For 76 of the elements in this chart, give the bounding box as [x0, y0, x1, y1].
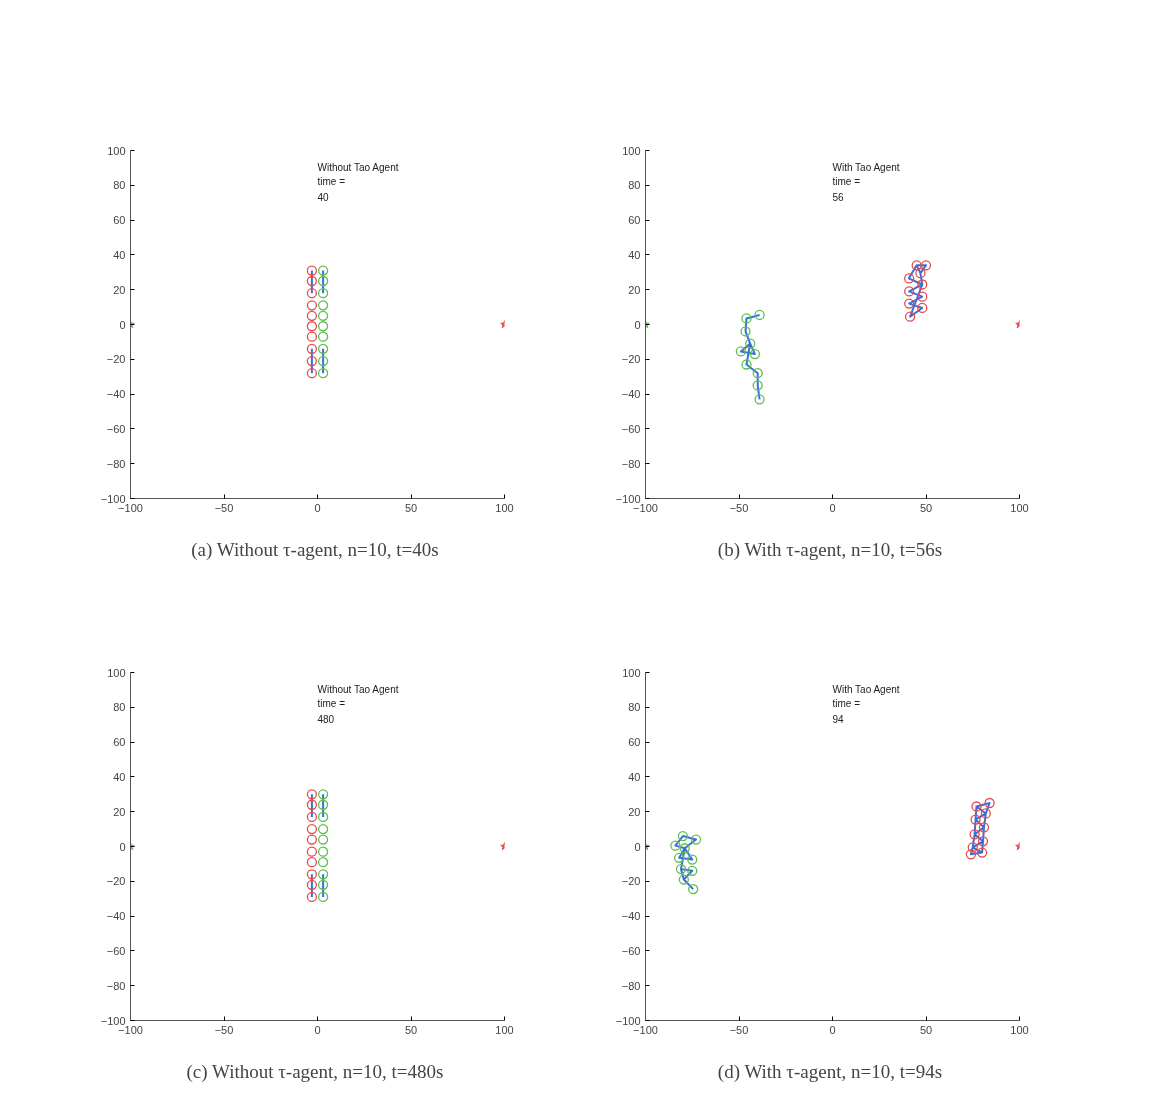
- x-tick-label: 50: [919, 501, 933, 514]
- y-tick-label: −100: [615, 492, 641, 505]
- text: (a) Without τ-agent, n=10, t=40s: [191, 539, 439, 561]
- y-tick-label: 0: [119, 318, 126, 331]
- y-tick-label: −80: [621, 457, 641, 470]
- text: (c) Without τ-agent, n=10, t=480s: [186, 1061, 444, 1083]
- annotation: 40: [317, 191, 330, 203]
- x-tick-label: 0: [314, 1023, 321, 1036]
- annotation: With Tao Agent: [832, 683, 900, 695]
- x-tick-label: 0: [314, 501, 321, 514]
- y-tick-label: 100: [622, 666, 641, 679]
- y-tick-label: 40: [113, 770, 126, 783]
- y-tick-label: −80: [106, 457, 126, 470]
- y-tick-label: 0: [634, 318, 641, 331]
- y-tick-label: 20: [113, 283, 126, 296]
- x-tick-label: 100: [1010, 1023, 1029, 1036]
- y-tick-label: −40: [621, 910, 641, 923]
- annotation: 94: [832, 713, 845, 725]
- y-tick-label: −60: [621, 944, 641, 957]
- y-tick-label: −40: [106, 388, 126, 401]
- x-tick-label: 0: [829, 501, 836, 514]
- y-tick-label: 100: [107, 666, 126, 679]
- y-tick-label: 80: [113, 179, 126, 192]
- y-tick-label: 100: [107, 144, 126, 157]
- y-tick-label: −60: [106, 944, 126, 957]
- annotation: 56: [832, 191, 845, 203]
- y-tick-label: −20: [106, 353, 126, 366]
- y-tick-label: 0: [119, 840, 126, 853]
- y-tick-label: 60: [628, 214, 641, 227]
- y-tick-label: 20: [628, 283, 641, 296]
- y-tick-label: 80: [628, 179, 641, 192]
- annotation: time =: [832, 697, 861, 709]
- x-tick-label: 100: [495, 501, 514, 514]
- y-tick-label: 40: [113, 248, 126, 261]
- x-tick-label: 100: [495, 1023, 514, 1036]
- x-tick-label: 0: [829, 1023, 836, 1036]
- text: (d) With τ-agent, n=10, t=94s: [717, 1061, 943, 1083]
- y-tick-label: 100: [622, 144, 641, 157]
- y-tick-label: −40: [106, 910, 126, 923]
- annotation: time =: [317, 175, 346, 187]
- y-tick-label: −100: [615, 1014, 641, 1027]
- y-tick-label: 0: [634, 840, 641, 853]
- y-tick-label: −20: [106, 875, 126, 888]
- y-tick-label: −80: [621, 979, 641, 992]
- annotation: time =: [317, 697, 346, 709]
- x-tick-label: −50: [214, 1023, 234, 1036]
- y-tick-label: 60: [628, 736, 641, 749]
- y-tick-label: −60: [621, 422, 641, 435]
- x-tick-label: 100: [1010, 501, 1029, 514]
- annotation: Without Tao Agent: [317, 683, 399, 695]
- y-tick-label: −80: [106, 979, 126, 992]
- x-tick-label: −50: [729, 1023, 749, 1036]
- y-tick-label: 40: [628, 770, 641, 783]
- y-tick-label: −20: [621, 875, 641, 888]
- x-tick-label: 50: [919, 1023, 933, 1036]
- y-tick-label: 40: [628, 248, 641, 261]
- y-tick-label: 80: [113, 701, 126, 714]
- y-tick-label: −100: [100, 492, 126, 505]
- y-tick-label: 60: [113, 214, 126, 227]
- annotation: 480: [317, 713, 335, 725]
- x-tick-label: 50: [404, 501, 418, 514]
- y-tick-label: −40: [621, 388, 641, 401]
- y-tick-label: 80: [628, 701, 641, 714]
- y-tick-label: −20: [621, 353, 641, 366]
- x-tick-label: 50: [404, 1023, 418, 1036]
- y-tick-label: −100: [100, 1014, 126, 1027]
- annotation: Without Tao Agent: [317, 161, 399, 173]
- annotation: With Tao Agent: [832, 161, 900, 173]
- x-tick-label: −50: [214, 501, 234, 514]
- x-tick-label: −50: [729, 501, 749, 514]
- y-tick-label: 20: [113, 805, 126, 818]
- y-tick-label: 20: [628, 805, 641, 818]
- y-tick-label: 60: [113, 736, 126, 749]
- y-tick-label: −60: [106, 422, 126, 435]
- annotation: time =: [832, 175, 861, 187]
- text: (b) With τ-agent, n=10, t=56s: [717, 539, 943, 561]
